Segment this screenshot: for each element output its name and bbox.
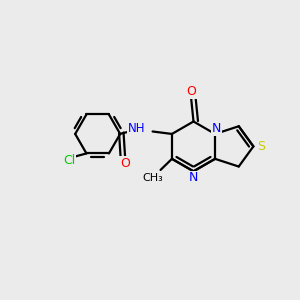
Text: O: O — [186, 85, 196, 98]
Text: O: O — [120, 157, 130, 169]
Text: CH₃: CH₃ — [142, 173, 163, 183]
Text: S: S — [257, 140, 265, 153]
Text: Cl: Cl — [63, 154, 76, 167]
Text: NH: NH — [128, 122, 146, 135]
Text: N: N — [189, 171, 198, 184]
Text: N: N — [212, 122, 221, 135]
